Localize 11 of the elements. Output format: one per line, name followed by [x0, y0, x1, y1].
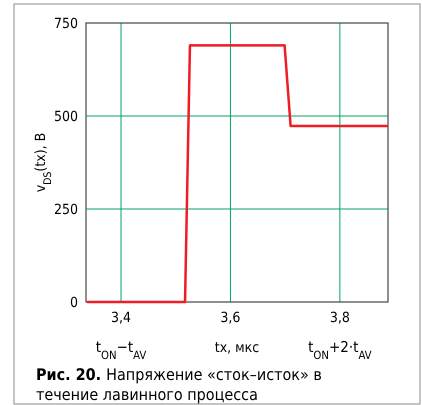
x-tick-label: 3,6	[220, 310, 240, 326]
x-tick-label: 3,8	[330, 310, 350, 326]
y-tick-label: 750	[54, 16, 78, 32]
y-tick-label: 0	[70, 294, 78, 311]
text: Рис. 20. Напряжение «сток–исток» в течение лавинного процесса	[36, 365, 322, 404]
x-axis-title: tx, мкс	[214, 340, 260, 356]
x-tick-label: 3,4	[111, 310, 132, 326]
text: t$_{ON}$+2·t$_{AV}$	[308, 338, 372, 362]
y-tick-label: 250	[54, 202, 78, 218]
y-tick-label: 500	[54, 108, 78, 125]
text: t$_{ON}$−t$_{AV}$	[96, 338, 146, 362]
